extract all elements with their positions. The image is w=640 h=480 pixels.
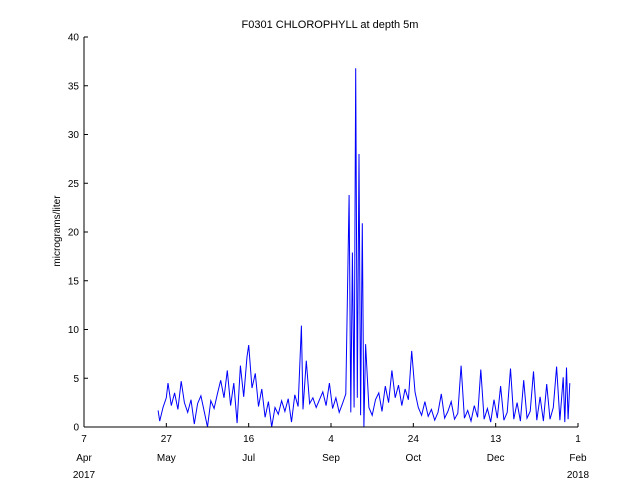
- x-tick-label-month: May: [157, 453, 176, 464]
- x-tick-label-month: Sep: [322, 453, 340, 464]
- x-tick-label-day: 7: [81, 434, 87, 445]
- chart-title: F0301 CHLOROPHYLL at depth 5m: [242, 19, 419, 31]
- y-tick-label: 35: [68, 81, 80, 92]
- x-tick-label-month: Jul: [242, 453, 255, 464]
- y-tick-label: 40: [68, 33, 80, 44]
- y-tick-label: 20: [68, 228, 80, 239]
- x-tick-label-year: 2017: [73, 470, 96, 480]
- y-tick-label: 15: [68, 276, 80, 287]
- x-tick-label-month: Oct: [406, 453, 422, 464]
- series-line-0: [157, 68, 571, 428]
- x-tick-label-month: Dec: [487, 453, 505, 464]
- x-tick-label-day: 24: [408, 434, 420, 445]
- y-tick-label: 30: [68, 130, 80, 141]
- x-tick-label-month: Apr: [76, 453, 92, 464]
- y-tick-label: 5: [73, 374, 79, 385]
- y-tick-label: 25: [68, 179, 80, 190]
- x-tick-label-day: 13: [490, 434, 502, 445]
- x-tick-label-year: 2018: [567, 470, 590, 480]
- x-tick-label-day: 1: [575, 434, 581, 445]
- x-tick-label-day: 27: [161, 434, 173, 445]
- x-tick-label-month: Feb: [569, 453, 587, 464]
- y-axis-label: micrograms/liter: [52, 195, 63, 267]
- x-tick-label-day: 16: [243, 434, 255, 445]
- plot-area: 0 5 10 15 20 25 30 35 40 7 Apr 2017 27 May 16 Jul 4 Sep 24…: [68, 33, 590, 480]
- y-tick-label: 10: [68, 325, 80, 336]
- x-tick-label-day: 4: [328, 434, 334, 445]
- y-tick-label: 0: [73, 423, 79, 434]
